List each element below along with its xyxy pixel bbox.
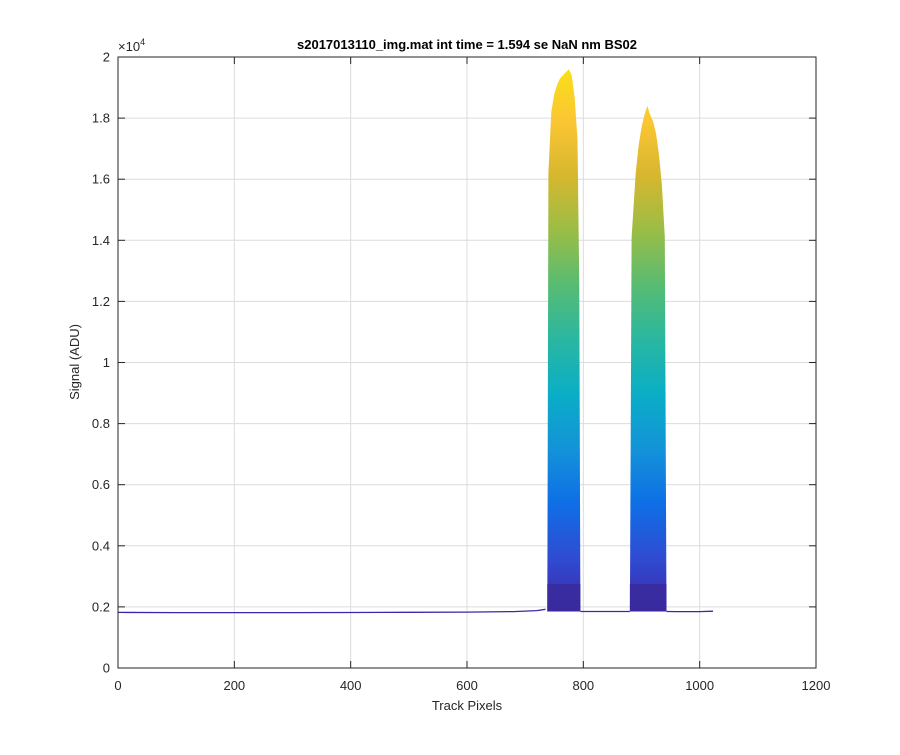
y-tick-label: 0.4 bbox=[92, 538, 110, 553]
y-tick-label: 1 bbox=[103, 355, 110, 370]
signal-peak-2 bbox=[630, 106, 667, 612]
y-tick-label: 1.6 bbox=[92, 172, 110, 187]
x-tick-label: 800 bbox=[572, 678, 594, 693]
x-tick-labels: 0 200 400 600 800 1000 1200 bbox=[114, 678, 830, 693]
y-exponent-label: ×104 bbox=[118, 37, 145, 54]
x-axis-label: Track Pixels bbox=[432, 698, 503, 713]
signal-peak-base-2 bbox=[630, 584, 667, 611]
signal-peak-1 bbox=[547, 69, 580, 611]
y-tick-labels: 0 0.2 0.4 0.6 0.8 1 1.2 1.4 1.6 1.8 2 bbox=[92, 50, 110, 676]
y-tick-label: 2 bbox=[103, 50, 110, 65]
y-tick-label: 0.6 bbox=[92, 477, 110, 492]
y-exponent-power: 4 bbox=[140, 37, 145, 47]
x-tick-label: 1200 bbox=[802, 678, 831, 693]
x-tick-label: 1000 bbox=[685, 678, 714, 693]
y-tick-label: 0 bbox=[103, 661, 110, 676]
x-tick-label: 0 bbox=[114, 678, 121, 693]
y-tick-label: 1.8 bbox=[92, 111, 110, 126]
x-tick-label: 400 bbox=[340, 678, 362, 693]
y-tick-label: 1.2 bbox=[92, 294, 110, 309]
y-tick-label: 0.8 bbox=[92, 416, 110, 431]
chart-title: s2017013110_img.mat int time = 1.594 se … bbox=[297, 37, 637, 52]
y-axis-label: Signal (ADU) bbox=[67, 324, 82, 400]
x-tick-label: 200 bbox=[223, 678, 245, 693]
y-tick-label: 0.2 bbox=[92, 599, 110, 614]
signal-peak-base-1 bbox=[547, 584, 580, 611]
x-tick-label: 600 bbox=[456, 678, 478, 693]
y-tick-label: 1.4 bbox=[92, 233, 110, 248]
y-exponent-base: ×10 bbox=[118, 39, 140, 54]
